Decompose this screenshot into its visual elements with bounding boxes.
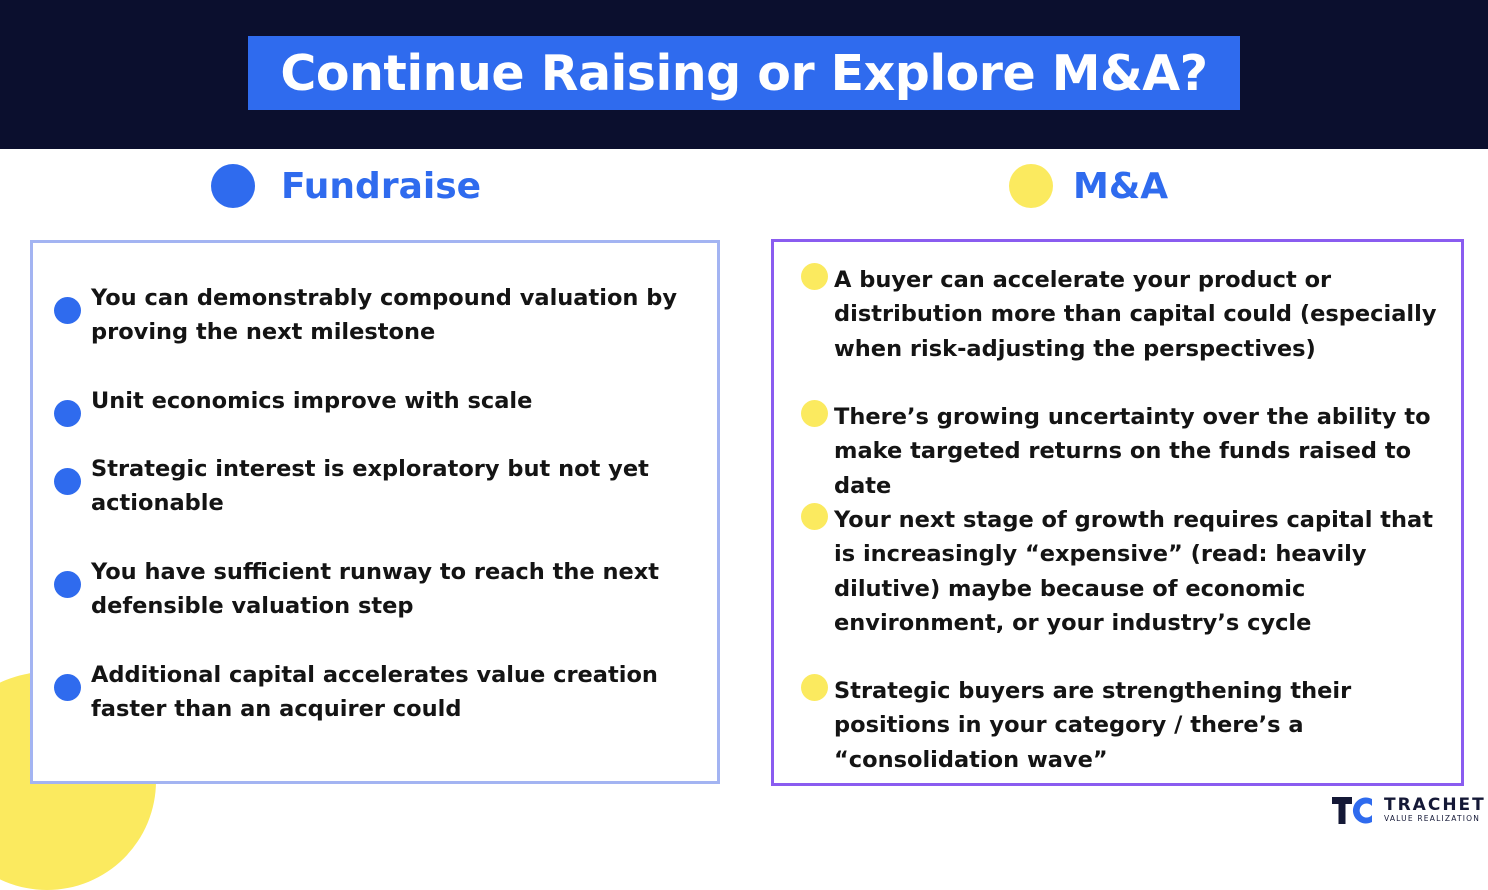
ma-item-text: Strategic buyers are strengthening their… bbox=[834, 678, 1352, 773]
fundraise-item-text: You have sufficient runway to reach the … bbox=[91, 559, 660, 620]
ma-heading: M&A bbox=[1009, 164, 1168, 208]
ma-panel: A buyer can accelerate your product or d… bbox=[771, 239, 1464, 786]
logo-tagline: VALUE REALIZATION bbox=[1384, 814, 1481, 823]
list-item: You have sufficient runway to reach the … bbox=[54, 555, 681, 624]
fundraise-item-text: Unit economics improve with scale bbox=[91, 388, 533, 414]
yellow-bullet-icon bbox=[801, 263, 828, 290]
ma-item-text: Your next stage of growth requires capit… bbox=[834, 507, 1433, 636]
ma-dot-icon bbox=[1009, 164, 1053, 208]
fundraise-heading: Fundraise bbox=[211, 164, 481, 208]
blue-bullet-icon bbox=[54, 400, 81, 427]
blue-bullet-icon bbox=[54, 571, 81, 598]
yellow-bullet-icon bbox=[801, 503, 828, 530]
list-item: Strategic buyers are strengthening their… bbox=[801, 674, 1452, 777]
fundraise-item-text: You can demonstrably compound valuation … bbox=[91, 285, 678, 346]
blue-bullet-icon bbox=[54, 674, 81, 701]
blue-bullet-icon bbox=[54, 468, 81, 495]
list-item: There’s growing uncertainty over the abi… bbox=[801, 400, 1452, 503]
blue-bullet-icon bbox=[54, 297, 81, 324]
title-box: Continue Raising or Explore M&A? bbox=[248, 36, 1240, 110]
trachet-logo: TRACHET VALUE REALIZATION bbox=[1332, 795, 1486, 825]
ma-item-text: A buyer can accelerate your product or d… bbox=[834, 267, 1437, 362]
ma-heading-label: M&A bbox=[1073, 165, 1169, 207]
list-item: You can demonstrably compound valuation … bbox=[54, 281, 681, 350]
fundraise-heading-label: Fundraise bbox=[281, 165, 482, 207]
list-item: Strategic interest is exploratory but no… bbox=[54, 452, 681, 521]
fundraise-item-text: Strategic interest is exploratory but no… bbox=[91, 456, 649, 517]
list-item: Additional capital accelerates value cre… bbox=[54, 658, 681, 727]
list-item: Unit economics improve with scale bbox=[54, 384, 681, 427]
list-item: Your next stage of growth requires capit… bbox=[801, 503, 1452, 640]
fundraise-dot-icon bbox=[211, 164, 255, 208]
logo-name: TRACHET bbox=[1384, 795, 1486, 815]
trachet-logo-icon bbox=[1332, 797, 1372, 824]
fundraise-item-text: Additional capital accelerates value cre… bbox=[91, 662, 658, 723]
page-title: Continue Raising or Explore M&A? bbox=[280, 44, 1208, 102]
yellow-bullet-icon bbox=[801, 674, 828, 701]
fundraise-panel: You can demonstrably compound valuation … bbox=[30, 240, 720, 784]
yellow-bullet-icon bbox=[801, 400, 828, 427]
list-item: A buyer can accelerate your product or d… bbox=[801, 263, 1452, 366]
ma-item-text: There’s growing uncertainty over the abi… bbox=[834, 404, 1431, 499]
